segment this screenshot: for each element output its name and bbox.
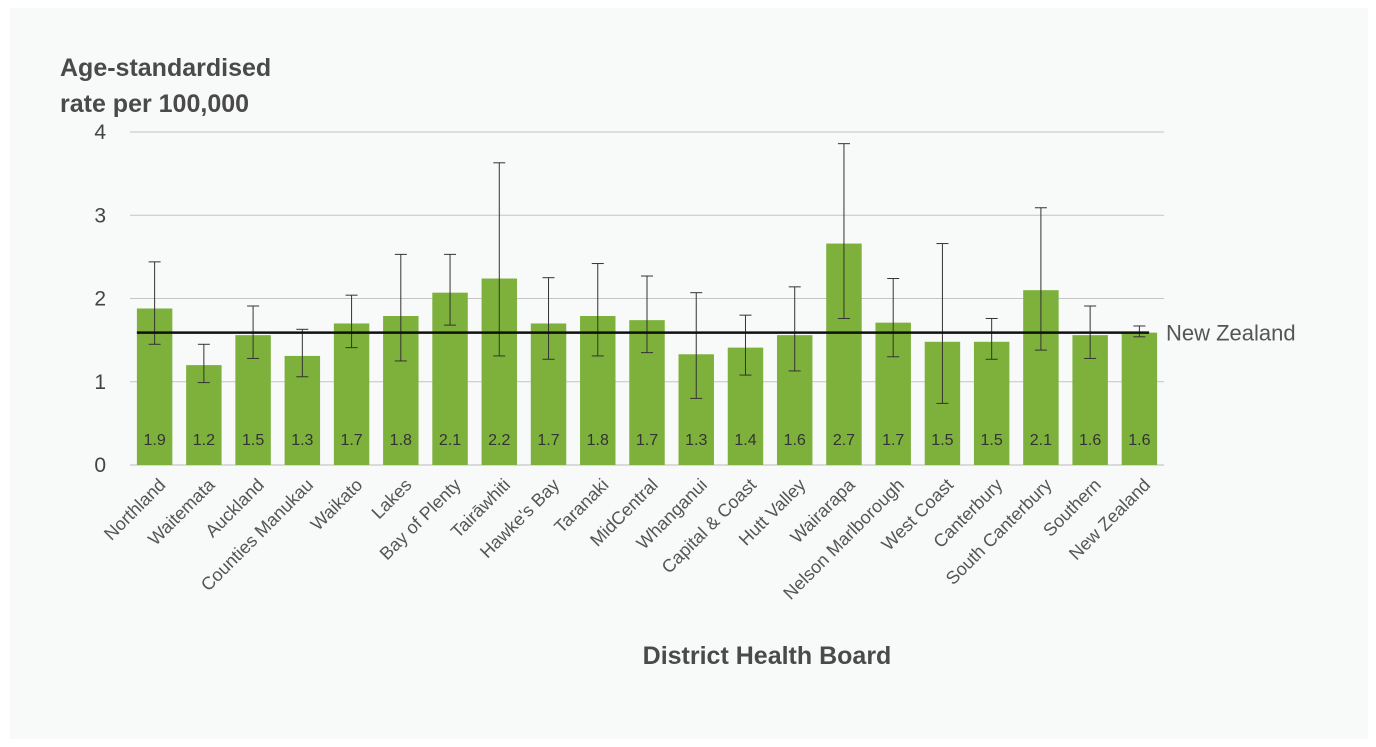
y-axis-label-line-1: Age-standardised <box>60 54 271 82</box>
data-label: 1.9 <box>143 432 165 449</box>
error-bar <box>1034 207 1047 351</box>
data-label: 1.7 <box>537 432 559 449</box>
y-tick-label: 2 <box>94 288 106 311</box>
y-tick-label: 0 <box>94 454 106 477</box>
data-label: 1.6 <box>1128 432 1150 449</box>
error-bar <box>739 314 752 376</box>
x-axis-label: District Health Board <box>643 642 892 670</box>
bar <box>1121 332 1158 465</box>
error-bar <box>197 343 210 384</box>
x-tick-label: Lakes <box>368 475 416 523</box>
data-label: 2.2 <box>488 432 510 449</box>
y-axis-ticks: 0 1 2 3 4 <box>94 121 106 477</box>
error-bar <box>296 328 309 378</box>
data-label: 1.5 <box>981 432 1003 449</box>
error-bar <box>985 317 998 360</box>
reference-line-label: New Zealand <box>1166 321 1296 346</box>
y-axis-label-line-2: rate per 100,000 <box>60 90 249 118</box>
data-label: 1.6 <box>1079 432 1101 449</box>
data-label: 2.1 <box>439 432 461 449</box>
data-label: 1.3 <box>291 432 313 449</box>
error-bar <box>936 243 949 404</box>
x-tick-label: Waikato <box>307 475 367 535</box>
data-label: 1.5 <box>242 432 264 449</box>
error-bar <box>345 294 358 349</box>
error-bar <box>690 292 703 399</box>
error-bar <box>542 277 555 360</box>
y-tick-label: 4 <box>94 121 106 144</box>
y-tick-label: 1 <box>94 371 106 394</box>
data-label: 1.8 <box>390 432 412 449</box>
error-bar <box>493 162 506 357</box>
y-tick-label: 3 <box>94 204 106 227</box>
data-labels: 1.9 1.2 1.5 1.3 1.7 1.8 2.1 2.2 1.7 1.8 1.7 1.3 1.4 1… <box>143 432 1150 449</box>
data-label: 1.2 <box>193 432 215 449</box>
error-bar <box>394 253 407 362</box>
error-bar <box>641 275 653 354</box>
data-label: 1.7 <box>882 432 904 449</box>
data-label: 2.1 <box>1030 432 1052 449</box>
error-bar <box>444 253 457 326</box>
error-bar <box>887 278 900 358</box>
error-bar <box>591 263 604 357</box>
bar-chart: Age-standardised rate per 100,000 01234 … <box>60 54 1296 670</box>
data-label: 1.5 <box>931 432 953 449</box>
data-label: 1.4 <box>734 432 756 449</box>
data-label: 1.6 <box>784 432 806 449</box>
error-bar <box>837 143 850 319</box>
error-bar <box>788 286 801 372</box>
data-label: 1.7 <box>636 432 658 449</box>
bar <box>973 341 1010 465</box>
error-bar <box>148 261 161 345</box>
data-label: 1.3 <box>685 432 707 449</box>
data-label: 1.7 <box>340 432 362 449</box>
data-label: 1.8 <box>587 432 609 449</box>
data-label: 2.7 <box>833 432 855 449</box>
